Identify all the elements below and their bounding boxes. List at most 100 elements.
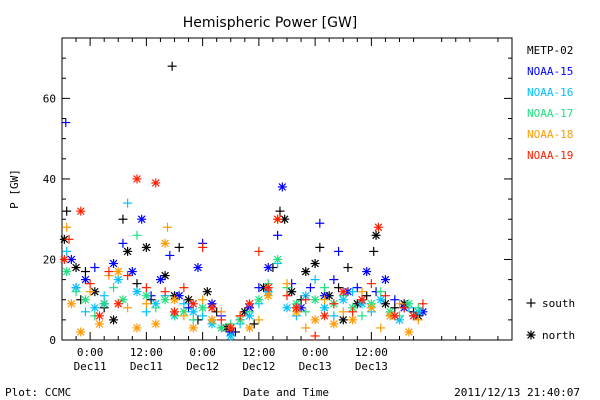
south-point: [334, 283, 344, 293]
north-point: [366, 303, 376, 313]
north-point: [310, 295, 320, 305]
north-point: [188, 299, 198, 309]
north-point: [132, 174, 142, 184]
x-tick-label-time: 0:00: [77, 346, 104, 359]
south-point: [179, 311, 189, 321]
south-point: [245, 307, 254, 317]
north-point: [151, 319, 161, 329]
south-point: [362, 291, 372, 301]
south-marker-icon: [526, 298, 536, 308]
data-points: [59, 61, 428, 341]
south-point: [71, 287, 81, 297]
north-point: [141, 291, 151, 301]
north-point: [113, 267, 123, 277]
south-point: [165, 250, 175, 260]
south-point: [235, 311, 245, 321]
south-point: [62, 246, 72, 256]
south-point: [254, 246, 264, 256]
south-point: [104, 267, 114, 277]
south-point: [273, 230, 283, 240]
south-point: [315, 242, 325, 252]
footer-timestamp: 2011/12/13 21:40:07: [454, 386, 580, 399]
south-point: [132, 279, 142, 289]
south-point: [123, 271, 133, 281]
north-point: [155, 275, 165, 285]
north-point: [80, 295, 90, 305]
north-point: [109, 315, 119, 325]
south-point: [413, 315, 423, 325]
south-point: [85, 287, 95, 297]
south-point: [179, 283, 189, 293]
north-point: [95, 319, 104, 329]
north-point: [404, 299, 414, 309]
north-point: [357, 295, 367, 305]
south-point: [198, 295, 208, 305]
south-point: [141, 299, 151, 309]
north-point: [301, 267, 311, 277]
x-tick-label-time: 0:00: [189, 346, 216, 359]
south-point: [118, 238, 128, 248]
north-point: [62, 267, 72, 277]
south-point: [198, 311, 208, 321]
north-point: [193, 263, 203, 273]
north-point: [320, 311, 329, 321]
south-point: [366, 279, 376, 289]
south-point: [62, 222, 72, 232]
south-point: [320, 295, 329, 305]
north-point: [188, 323, 198, 333]
north-point: [263, 263, 273, 273]
marker-legend-north: north: [542, 329, 575, 342]
legend-noaa-17: NOAA-17: [527, 107, 573, 120]
north-point: [216, 323, 226, 333]
north-point: [132, 323, 142, 333]
x-tick-label-time: 12:00: [242, 346, 275, 359]
south-point: [390, 295, 400, 305]
south-point: [418, 299, 428, 309]
series-metp-02: [59, 61, 423, 337]
north-point: [371, 230, 381, 240]
south-point: [310, 275, 320, 285]
south-point: [338, 307, 348, 317]
north-point: [151, 178, 161, 188]
south-point: [357, 311, 367, 321]
south-point: [352, 283, 362, 293]
north-point: [390, 311, 400, 321]
north-point: [207, 303, 217, 313]
south-point: [162, 222, 172, 232]
y-axis-label: P [GW]: [8, 169, 21, 209]
south-point: [376, 287, 386, 297]
south-point: [275, 206, 285, 216]
south-point: [141, 283, 151, 293]
south-point: [80, 307, 90, 317]
south-point: [413, 303, 423, 313]
north-point: [380, 275, 390, 285]
south-point: [123, 303, 133, 313]
north-point: [362, 267, 372, 277]
north-marker-icon: [526, 330, 536, 340]
south-point: [80, 267, 90, 277]
south-point: [343, 263, 353, 273]
north-point: [132, 287, 142, 297]
north-point: [95, 311, 104, 321]
north-point: [80, 275, 90, 285]
south-point: [310, 331, 320, 341]
north-point: [320, 303, 329, 313]
south-point: [61, 118, 71, 128]
north-point: [310, 258, 320, 268]
x-tick-label-date: Dec12: [186, 360, 219, 373]
legend-noaa-19: NOAA-19: [527, 149, 573, 162]
north-point: [263, 283, 273, 293]
north-point: [207, 315, 217, 325]
south-point: [184, 303, 194, 313]
south-point: [301, 307, 311, 317]
south-point: [64, 234, 74, 244]
x-tick-label-time: 12:00: [130, 346, 163, 359]
north-point: [59, 234, 69, 244]
south-point: [141, 307, 151, 317]
north-point: [338, 315, 348, 325]
north-point: [282, 303, 292, 313]
north-point: [160, 238, 170, 248]
legend-noaa-15: NOAA-15: [527, 65, 573, 78]
north-point: [59, 254, 69, 264]
